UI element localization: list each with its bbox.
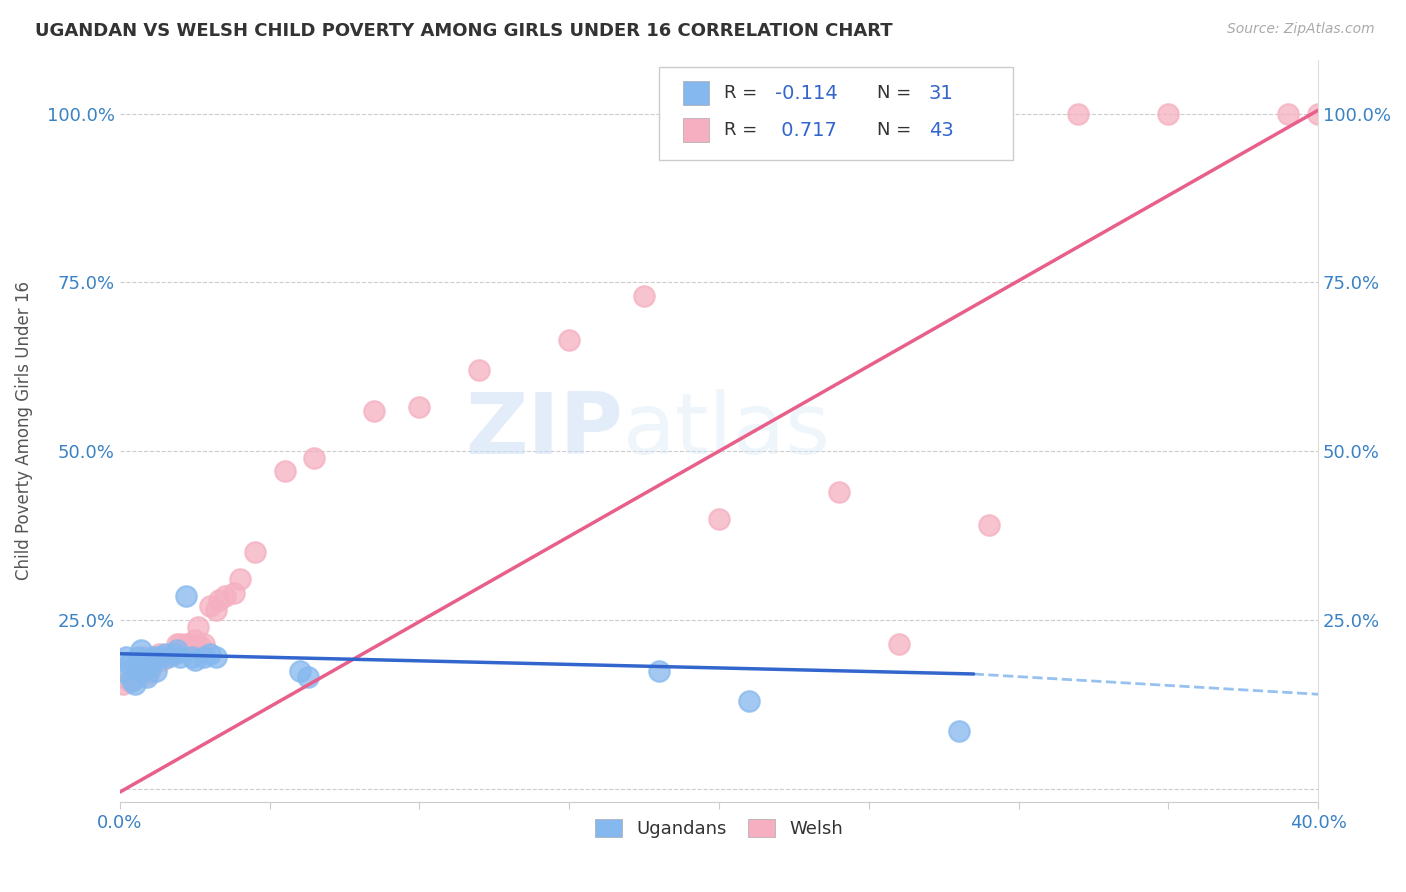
Point: [1157, 106, 1180, 120]
Point: [177, 637, 200, 651]
Point: [124, 670, 146, 684]
Point: [121, 673, 143, 688]
Point: [166, 643, 188, 657]
Point: [159, 647, 181, 661]
Text: N =: N =: [877, 84, 917, 102]
Point: [127, 662, 149, 676]
FancyBboxPatch shape: [659, 67, 1012, 160]
Point: [118, 673, 141, 688]
Point: [138, 660, 160, 674]
Point: [174, 590, 197, 604]
Point: [153, 650, 176, 665]
Point: [145, 664, 167, 678]
Point: [198, 647, 221, 661]
Point: [163, 647, 186, 661]
Text: R =: R =: [724, 121, 762, 139]
Text: N =: N =: [877, 121, 917, 139]
Point: [468, 363, 491, 377]
Point: [156, 650, 179, 665]
Text: ZIP: ZIP: [465, 390, 623, 473]
Point: [163, 647, 186, 661]
Point: [132, 653, 155, 667]
Point: [118, 657, 141, 671]
Text: Source: ZipAtlas.com: Source: ZipAtlas.com: [1227, 22, 1375, 37]
Point: [948, 724, 970, 739]
Point: [204, 650, 226, 665]
Point: [288, 664, 311, 678]
Point: [187, 620, 209, 634]
Point: [124, 677, 146, 691]
Point: [977, 518, 1000, 533]
Point: [738, 694, 761, 708]
Point: [142, 650, 165, 665]
Point: [145, 650, 167, 665]
Point: [174, 637, 197, 651]
Point: [214, 590, 236, 604]
Point: [127, 650, 149, 665]
Point: [228, 573, 250, 587]
FancyBboxPatch shape: [683, 81, 710, 105]
Point: [1277, 106, 1299, 120]
Point: [558, 333, 581, 347]
FancyBboxPatch shape: [683, 119, 710, 142]
Point: [169, 650, 191, 665]
Point: [169, 637, 191, 651]
Point: [166, 637, 188, 651]
Point: [198, 599, 221, 614]
Point: [114, 650, 136, 665]
Point: [828, 484, 851, 499]
Point: [304, 450, 326, 465]
Text: -0.114: -0.114: [775, 84, 838, 103]
Point: [707, 512, 730, 526]
Point: [129, 664, 152, 678]
Point: [1308, 106, 1330, 120]
Point: [887, 637, 910, 651]
Point: [297, 670, 319, 684]
Point: [111, 664, 134, 678]
Point: [273, 465, 295, 479]
Point: [150, 653, 173, 667]
Point: [153, 647, 176, 661]
Text: atlas: atlas: [623, 390, 831, 473]
Point: [148, 650, 170, 665]
Point: [363, 403, 385, 417]
Point: [111, 677, 134, 691]
Point: [193, 637, 215, 651]
Point: [132, 664, 155, 678]
Point: [1067, 106, 1090, 120]
Legend: Ugandans, Welsh: Ugandans, Welsh: [588, 812, 851, 846]
Point: [207, 592, 229, 607]
Point: [183, 633, 205, 648]
Text: 0.717: 0.717: [775, 120, 837, 140]
Point: [633, 289, 655, 303]
Point: [648, 664, 671, 678]
Y-axis label: Child Poverty Among Girls Under 16: Child Poverty Among Girls Under 16: [15, 282, 32, 581]
Point: [129, 643, 152, 657]
Point: [204, 603, 226, 617]
Point: [193, 650, 215, 665]
Text: UGANDAN VS WELSH CHILD POVERTY AMONG GIRLS UNDER 16 CORRELATION CHART: UGANDAN VS WELSH CHILD POVERTY AMONG GIR…: [35, 22, 893, 40]
Text: R =: R =: [724, 84, 762, 102]
Text: 31: 31: [928, 84, 953, 103]
Point: [190, 640, 212, 654]
Point: [243, 545, 266, 559]
Point: [183, 653, 205, 667]
Point: [222, 586, 245, 600]
Point: [132, 650, 155, 665]
Point: [148, 647, 170, 661]
Point: [138, 664, 160, 678]
Point: [180, 650, 202, 665]
Point: [408, 401, 430, 415]
Point: [135, 670, 157, 684]
Text: 43: 43: [928, 120, 953, 140]
Point: [135, 667, 157, 681]
